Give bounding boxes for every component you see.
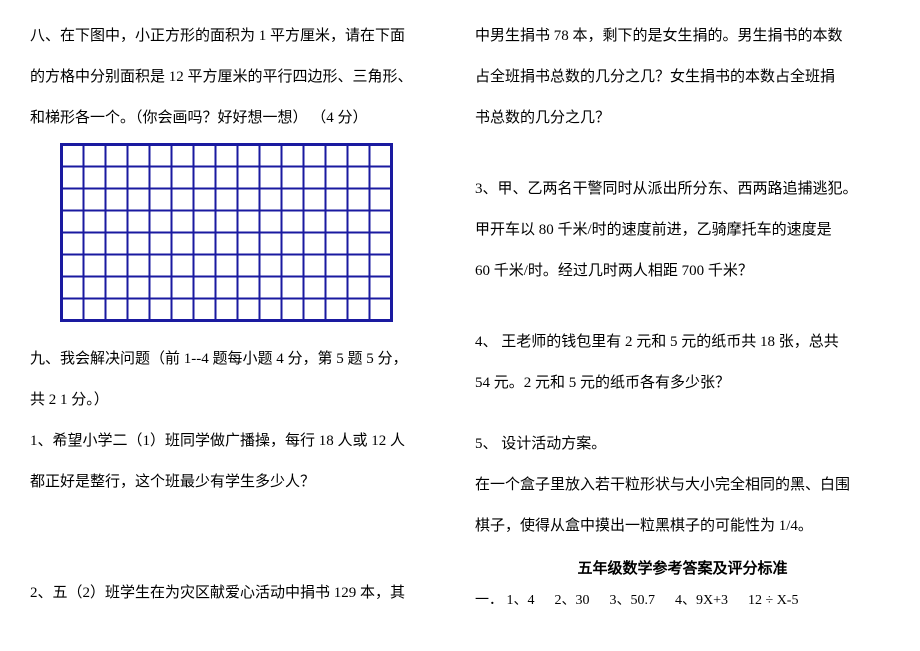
q9-5-line3: 棋子，使得从盒中摸出一粒黑棋子的可能性为 1/4。 bbox=[475, 510, 890, 543]
q9-3-line3: 60 千米/时。经过几时两人相距 700 千米？ bbox=[475, 255, 890, 288]
spacer bbox=[475, 408, 890, 428]
answer-line: 一． 1、4 2、30 3、50.7 4、9X+3 12 ÷ X-5 bbox=[475, 586, 890, 617]
q8-line1: 八、在下图中，小正方形的面积为 1 平方厘米，请在下面 bbox=[30, 20, 445, 53]
spacer bbox=[30, 507, 445, 577]
q9-2-lead: 2、五（2）班学生在为灾区献爱心活动中捐书 129 本，其 bbox=[30, 577, 445, 610]
q9-3-line2: 甲开车以 80 千米/时的速度前进，乙骑摩托车的速度是 bbox=[475, 214, 890, 247]
left-column: 八、在下图中，小正方形的面积为 1 平方厘米，请在下面 的方格中分别面积是 12… bbox=[30, 20, 445, 631]
answer-item: 3、50.7 bbox=[610, 586, 656, 617]
q8-line3: 和梯形各一个。（你会画吗？好好想一想） （4 分） bbox=[30, 102, 445, 135]
q9-2-line1: 中男生捐书 78 本，剩下的是女生捐的。男生捐书的本数 bbox=[475, 20, 890, 53]
q9-4-line2: 54 元。2 元和 5 元的纸币各有多少张？ bbox=[475, 367, 890, 400]
answer-item: 1、4 bbox=[507, 586, 535, 617]
spacer bbox=[475, 143, 890, 173]
answer-prefix: 一． bbox=[475, 593, 503, 608]
grid-container bbox=[30, 143, 445, 335]
q9-1-line1: 1、希望小学二（1）班同学做广播操，每行 18 人或 12 人 bbox=[30, 425, 445, 458]
answer-item: 2、30 bbox=[555, 586, 590, 617]
q9-2-line2: 占全班捐书总数的几分之几？女生捐书的本数占全班捐 bbox=[475, 61, 890, 94]
spacer bbox=[475, 296, 890, 326]
answer-item: 12 ÷ X-5 bbox=[748, 586, 798, 617]
q9-5-line2: 在一个盒子里放入若干粒形状与大小完全相同的黑、白围 bbox=[475, 469, 890, 502]
right-column: 中男生捐书 78 本，剩下的是女生捐的。男生捐书的本数 占全班捐书总数的几分之几… bbox=[475, 20, 890, 631]
q9-2-line3: 书总数的几分之几？ bbox=[475, 102, 890, 135]
q9-3-line1: 3、甲、乙两名干警同时从派出所分东、西两路追捕逃犯。 bbox=[475, 173, 890, 206]
q9-1-line2: 都正好是整行，这个班最少有学生多少人？ bbox=[30, 466, 445, 499]
q9-4-line1: 4、 王老师的钱包里有 2 元和 5 元的纸币共 18 张，总共 bbox=[475, 326, 890, 359]
answer-title: 五年级数学参考答案及评分标准 bbox=[475, 553, 890, 586]
q8-line2: 的方格中分别面积是 12 平方厘米的平行四边形、三角形、 bbox=[30, 61, 445, 94]
answer-item: 4、9X+3 bbox=[675, 586, 728, 617]
q9-line2: 共 2 1 分。） bbox=[30, 384, 445, 417]
q9-line1: 九、我会解决问题（前 1--4 题每小题 4 分，第 5 题 5 分， bbox=[30, 343, 445, 376]
grid-image bbox=[60, 143, 393, 322]
q9-5-line1: 5、 设计活动方案。 bbox=[475, 428, 890, 461]
